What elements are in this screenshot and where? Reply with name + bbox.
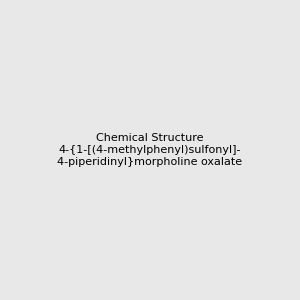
Text: Chemical Structure
4-{1-[(4-methylphenyl)sulfonyl]-
4-piperidinyl}morpholine oxa: Chemical Structure 4-{1-[(4-methylphenyl… — [57, 134, 243, 166]
